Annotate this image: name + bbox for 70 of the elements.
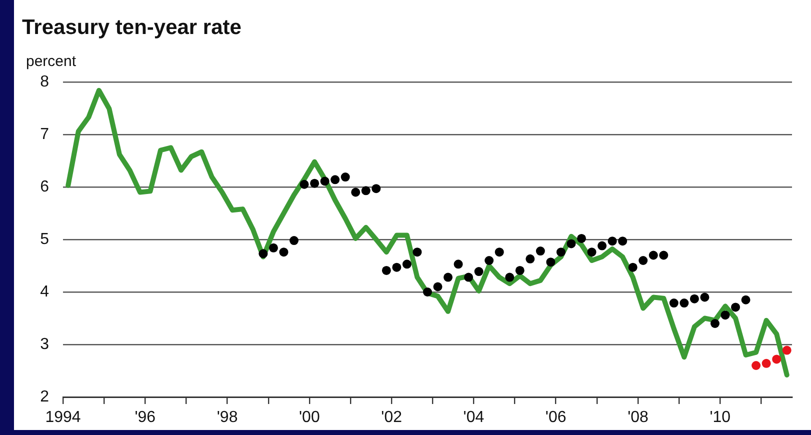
y-tick-label: 3 bbox=[40, 336, 50, 353]
point bbox=[566, 239, 576, 248]
point bbox=[690, 294, 699, 304]
point bbox=[515, 266, 524, 275]
point bbox=[433, 282, 442, 292]
point bbox=[402, 260, 412, 269]
point bbox=[464, 272, 474, 282]
y-tick-label: 7 bbox=[40, 126, 50, 143]
point bbox=[300, 180, 309, 189]
point bbox=[731, 302, 740, 312]
y-tick-label: 4 bbox=[40, 283, 50, 300]
point bbox=[351, 188, 360, 197]
y-axis-title: percent bbox=[26, 53, 76, 70]
point bbox=[638, 256, 648, 265]
point bbox=[454, 260, 463, 269]
point bbox=[372, 184, 381, 194]
y-tick-label: 8 bbox=[40, 73, 50, 90]
point bbox=[423, 288, 432, 296]
point bbox=[587, 248, 596, 257]
point bbox=[741, 295, 750, 304]
point bbox=[505, 272, 514, 282]
point bbox=[752, 361, 761, 370]
point bbox=[762, 358, 771, 368]
point bbox=[361, 186, 370, 196]
point bbox=[669, 298, 678, 308]
point bbox=[444, 272, 453, 282]
point bbox=[577, 234, 586, 243]
point bbox=[290, 236, 299, 246]
point bbox=[258, 249, 268, 258]
point bbox=[710, 319, 720, 328]
point bbox=[648, 250, 658, 260]
chart-title: Treasury ten-year rate bbox=[22, 16, 242, 40]
point bbox=[598, 241, 607, 250]
point bbox=[659, 250, 668, 260]
point bbox=[310, 178, 320, 188]
x-tick-label: '02 bbox=[381, 409, 402, 426]
point bbox=[526, 254, 535, 264]
point bbox=[474, 267, 484, 276]
point bbox=[536, 246, 545, 256]
x-tick-label: '00 bbox=[298, 409, 320, 426]
x-tick-label: '10 bbox=[710, 409, 731, 426]
x-tick-label: 1994 bbox=[45, 409, 81, 426]
point bbox=[618, 236, 628, 246]
point bbox=[320, 176, 330, 186]
x-tick-label: '04 bbox=[463, 409, 484, 426]
x-tick-label: '08 bbox=[628, 409, 649, 426]
x-tick-label: '06 bbox=[545, 409, 566, 426]
y-tick-label: 6 bbox=[40, 178, 50, 196]
point bbox=[772, 354, 782, 364]
point bbox=[382, 266, 391, 275]
x-tick-label: '96 bbox=[134, 409, 156, 426]
y-tick-label: 5 bbox=[40, 230, 50, 248]
point bbox=[700, 292, 710, 302]
point bbox=[546, 258, 556, 267]
point bbox=[628, 262, 638, 272]
point bbox=[556, 248, 566, 257]
point bbox=[268, 243, 278, 252]
point bbox=[782, 346, 792, 355]
point bbox=[340, 172, 350, 182]
point bbox=[412, 248, 422, 257]
point bbox=[484, 256, 494, 265]
point bbox=[720, 310, 730, 320]
point bbox=[680, 298, 689, 308]
point bbox=[608, 236, 617, 246]
x-tick-label: '98 bbox=[216, 409, 238, 426]
point bbox=[279, 248, 288, 257]
y-tick-label: 2 bbox=[40, 388, 50, 406]
point bbox=[494, 248, 504, 257]
point bbox=[392, 262, 402, 272]
point bbox=[330, 175, 340, 184]
